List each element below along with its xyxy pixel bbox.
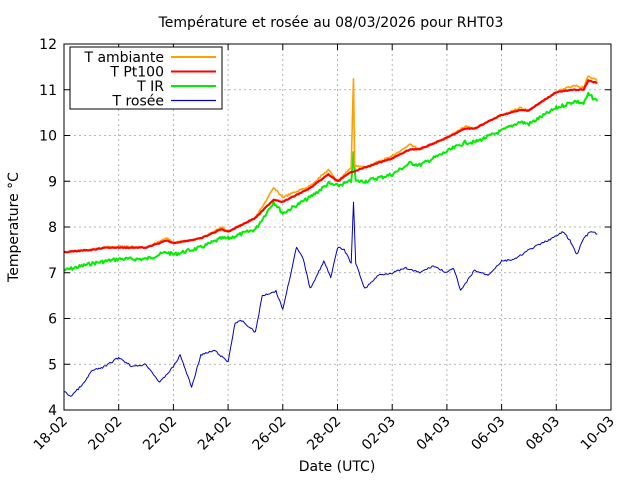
series-line xyxy=(63,201,598,397)
y-tick-label: 6 xyxy=(48,312,57,328)
chart-title: Température et rosée au 08/03/2026 pour … xyxy=(158,15,504,31)
y-axis-label: Temperature °C xyxy=(6,172,22,283)
y-tick-label: 8 xyxy=(48,220,57,236)
y-tick-label: 10 xyxy=(39,129,57,145)
legend-label: T IR xyxy=(136,79,164,95)
x-axis-label: Date (UTC) xyxy=(299,459,376,475)
y-tick-label: 11 xyxy=(39,83,57,99)
legend-label: T ambiante xyxy=(83,50,164,66)
y-tick-label: 7 xyxy=(48,266,57,282)
series-line xyxy=(63,79,598,254)
y-tick-label: 5 xyxy=(48,357,57,373)
legend-label: T Pt100 xyxy=(109,65,164,81)
y-tick-label: 4 xyxy=(48,403,57,419)
legend-label: T rosée xyxy=(111,94,164,110)
y-tick-label: 9 xyxy=(48,174,57,190)
series-line xyxy=(64,91,599,272)
y-tick-label: 12 xyxy=(39,37,57,53)
grid-lines xyxy=(64,44,611,410)
series-layer xyxy=(63,75,599,397)
